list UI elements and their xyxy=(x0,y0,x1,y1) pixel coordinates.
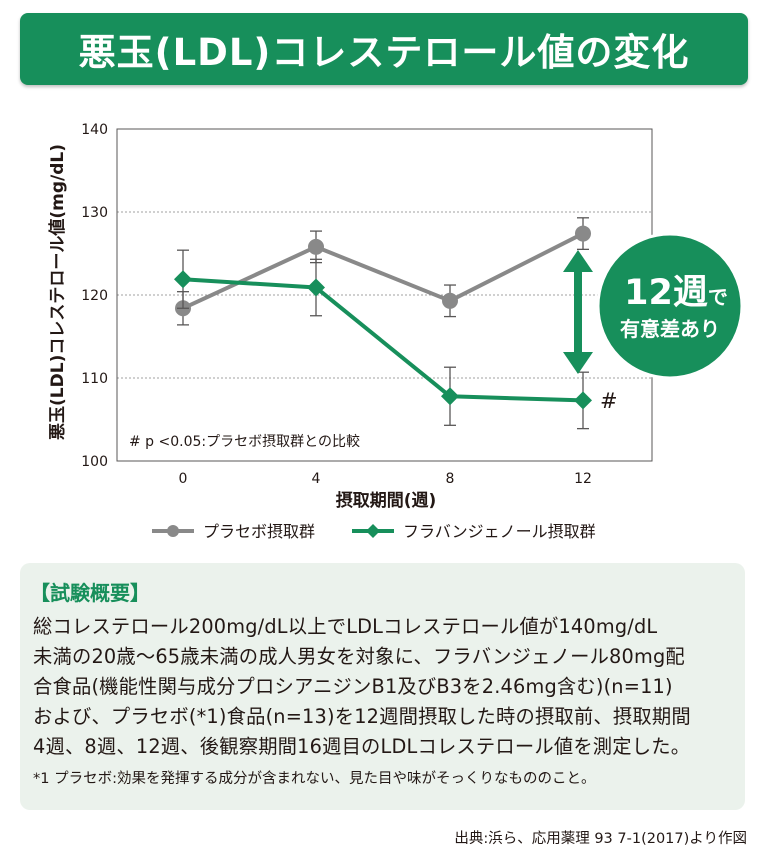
x-tick-label: 0 xyxy=(179,471,188,487)
summary-line: 4週、8週、12週、後観察期間16週目のLDLコレステロール値を測定した。 xyxy=(33,735,691,758)
series-layer xyxy=(174,217,592,430)
data-point xyxy=(174,270,192,289)
significance-arrow xyxy=(563,250,593,374)
legend-label: プラセボ摂取群 xyxy=(203,522,315,541)
arrow-up-head xyxy=(563,250,593,272)
y-tick-label: 120 xyxy=(81,288,108,304)
badge-main: 12週で xyxy=(624,273,728,313)
grid-layer xyxy=(117,211,652,379)
source-citation: 出典:浜ら、応用薬理 93 7-1(2017)より作図 xyxy=(454,831,747,847)
x-axis-label: 摂取期間(週) xyxy=(336,490,437,511)
data-point xyxy=(307,278,325,297)
summary-line: 未満の20歳〜65歳未満の成人男女を対象に、フラバンジェノール80mg配 xyxy=(33,645,685,668)
series-flavangenol xyxy=(174,249,592,430)
series-line xyxy=(182,277,584,403)
tick-layer: 100 110 120 130 140 0 4 8 12 xyxy=(81,122,592,487)
arrow-down-head xyxy=(563,352,593,374)
legend-label: フラバンジェノール摂取群 xyxy=(403,522,596,541)
legend-marker xyxy=(167,525,179,537)
x-tick-label: 12 xyxy=(574,471,592,487)
data-point xyxy=(574,391,592,410)
summary-line: 合食品(機能性関与成分プロシアニジンB1及びB3を2.46mg含む)(n=11) xyxy=(33,675,673,698)
summary-line: 総コレステロール200mg/dL以上でLDLコレステロール値が140mg/dL xyxy=(33,615,658,638)
arrow-shaft xyxy=(574,270,582,354)
summary-box: 【試験概要】 総コレステロール200mg/dL以上でLDLコレステロール値が14… xyxy=(20,563,745,810)
title-banner: 悪玉(LDL)コレステロール値の変化 xyxy=(20,13,748,85)
y-tick-label: 100 xyxy=(81,454,108,470)
y-tick-label: 140 xyxy=(81,122,108,138)
badge-sub: 有意差あり xyxy=(620,317,720,341)
y-axis-label: 悪玉(LDL)コレステロール値(mg/dL) xyxy=(47,144,68,440)
significance-badge: 12週で 有意差あり xyxy=(596,232,744,380)
y-tick-label: 130 xyxy=(81,205,108,221)
x-tick-label: 4 xyxy=(312,471,321,487)
data-point xyxy=(441,387,459,406)
y-tick-label: 110 xyxy=(81,371,108,387)
series-placebo xyxy=(175,217,591,326)
data-point xyxy=(442,292,458,309)
data-point xyxy=(575,225,591,242)
series-line xyxy=(182,231,584,311)
badge-circle xyxy=(596,232,744,380)
summary-line: および、プラセボ(*1)食品(n=13)を12週間摂取した時の摂取前、摂取期間 xyxy=(33,705,691,728)
significance-mark: # xyxy=(600,389,618,413)
ldl-chart: 100 110 120 130 140 0 4 8 12 悪玉(LDL)コレステロール値(mg/… xyxy=(47,122,744,541)
badge-weeks: 12週 xyxy=(624,273,708,313)
legend-marker xyxy=(366,524,380,538)
data-point xyxy=(308,238,324,255)
footnote: # p <0.05:プラセボ摂取群との比較 xyxy=(129,434,360,450)
summary-note: *1 プラセボ:効果を発揮する成分が含まれない、見た目や味がそっくりなもののこと… xyxy=(33,771,596,787)
page-title: 悪玉(LDL)コレステロール値の変化 xyxy=(78,31,690,74)
summary-heading: 【試験概要】 xyxy=(30,581,150,605)
x-tick-label: 8 xyxy=(446,471,455,487)
legend: プラセボ摂取群 フラバンジェノール摂取群 xyxy=(152,522,596,541)
badge-suffix: で xyxy=(708,285,728,309)
